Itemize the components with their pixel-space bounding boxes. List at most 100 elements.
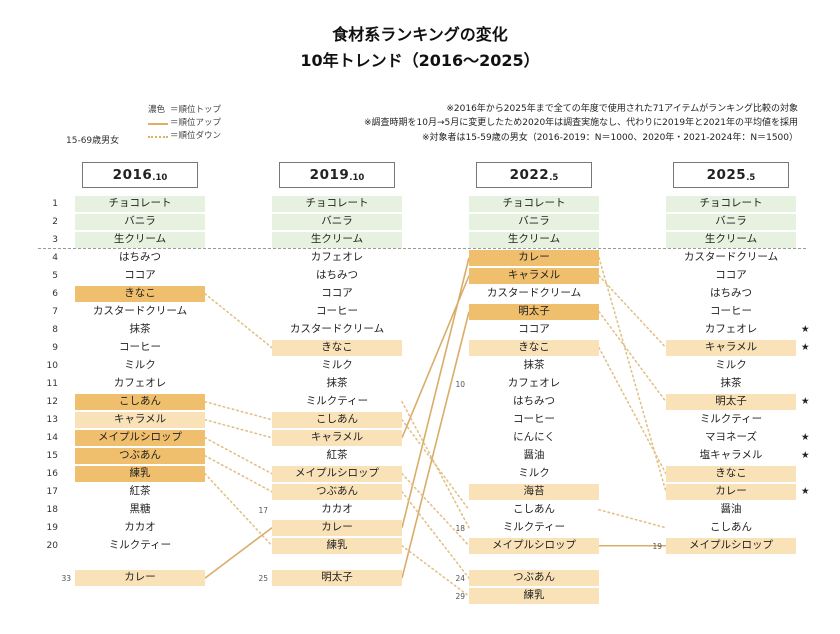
rank-cell: ミルクティー [502, 521, 566, 533]
rank-cell: つぶあん [469, 570, 599, 586]
title-line-1: 食材系ランキングの変化 [332, 25, 508, 44]
rank-cell: はちみつ [119, 251, 161, 263]
rank-cell: バニラ [666, 214, 796, 230]
rank-cell: 海苔 [469, 484, 599, 500]
actual-rank-label: 29 [455, 592, 465, 602]
rank-number-10: 10 [46, 361, 58, 371]
rank-cell: コーヒー [513, 413, 555, 425]
rank-cell: ココア [715, 269, 747, 281]
rank-number-6: 6 [52, 289, 58, 299]
rank-cell: メイプルシロップ [75, 430, 205, 446]
legend-dark-text: ＝順位トップ [170, 105, 222, 115]
rank-cell: ミルク [124, 359, 156, 371]
rank-cell: カフェオレ [310, 251, 364, 263]
header-year: 2016 [112, 167, 153, 183]
rank-cell: きなこ [666, 466, 796, 482]
rank-cell: チョコレート [272, 196, 402, 212]
rank-cell: カスタードクリーム [683, 251, 779, 263]
rank-cell: メイプルシロップ [272, 466, 402, 482]
connector-dotted [401, 418, 470, 511]
connector-dotted [401, 544, 470, 597]
rank-cell: 練乳 [272, 538, 402, 554]
rank-cell: こしあん [75, 394, 205, 410]
legend-rank-down: ＝順位ダウン [148, 130, 221, 143]
rank-cell: ミルクティー [699, 413, 763, 425]
rank-cell: こしあん [710, 521, 752, 533]
legend-dark-word: 濃色 [148, 105, 166, 115]
rank-number-16: 16 [46, 469, 58, 479]
connector-dotted [598, 256, 667, 493]
footnote-1: ※2016年から2025年まで全ての年度で使用された71アイテムがランキング比較… [446, 104, 798, 114]
rank-cell: 醤油 [720, 503, 742, 515]
rank-number-1: 1 [52, 199, 58, 209]
header-month: .5 [746, 173, 756, 183]
rank-cell: キャラメル [272, 430, 402, 446]
connector-dotted [204, 418, 273, 439]
dotted-line-icon [148, 135, 168, 138]
rank-cell: メイプルシロップ [469, 538, 599, 554]
rank-cell: チョコレート [75, 196, 205, 212]
rank-cell: カレー [75, 570, 205, 586]
rank-number-13: 13 [46, 415, 58, 425]
rank-cell: ココア [518, 323, 550, 335]
rank-cell: はちみつ [316, 269, 358, 281]
star-icon: ★ [801, 432, 810, 443]
rank-cell: チョコレート [469, 196, 599, 212]
header-year: 2025 [706, 167, 747, 183]
rank-number-17: 17 [46, 487, 58, 497]
rank-cell: ミルク [321, 359, 353, 371]
rank-cell: きなこ [469, 340, 599, 356]
rank-cell: 練乳 [469, 588, 599, 604]
rank-cell: 生クリーム [272, 232, 402, 248]
rank-cell: カレー [469, 250, 599, 266]
legend-top-rank: 濃色 ＝順位トップ [148, 104, 221, 117]
rank-cell: コーヒー [119, 341, 161, 353]
rank-cell: つぶあん [272, 484, 402, 500]
rank-cell: バニラ [75, 214, 205, 230]
rank-cell: はちみつ [710, 287, 752, 299]
connector-dotted [598, 274, 667, 349]
rank-number-4: 4 [52, 253, 58, 263]
column-header-2019: 2019.10 [279, 162, 395, 188]
rank-number-12: 12 [46, 397, 58, 407]
rank-cell: 生クリーム [666, 232, 796, 248]
rank-cell: 明太子 [666, 394, 796, 410]
rank-cell: つぶあん [75, 448, 205, 464]
actual-rank-label: 10 [455, 380, 465, 389]
rank-number-20: 20 [46, 541, 58, 551]
rank-cell: カカオ [124, 521, 156, 533]
rank-cell: ミルク [518, 467, 550, 479]
connector-solid [204, 527, 273, 579]
connector-dotted [204, 472, 273, 547]
connector-dotted [598, 346, 667, 475]
header-year: 2022 [509, 167, 550, 183]
title-line-2: 10年トレンド（2016〜2025） [300, 50, 540, 70]
rank-cell: 生クリーム [75, 232, 205, 248]
rank-cell: 塩キャラメル [699, 449, 763, 461]
rank-number-5: 5 [52, 271, 58, 281]
actual-rank-label: 18 [455, 524, 465, 533]
rank-cell: カレー [666, 484, 796, 500]
rank-cell: ミルクティー [108, 539, 172, 551]
legend-rank-up: ＝順位アップ [148, 117, 221, 130]
rank-cell: カフェオレ [704, 323, 758, 335]
header-month: .5 [549, 173, 559, 183]
rank-cell: 明太子 [272, 570, 402, 586]
rank-cell: 抹茶 [129, 323, 151, 335]
rank-cell: 紅茶 [326, 449, 348, 461]
rank-cell: こしあん [513, 503, 555, 515]
rank-number-18: 18 [46, 505, 58, 515]
rank-cell: カレー [272, 520, 402, 536]
rank-cell: チョコレート [666, 196, 796, 212]
star-icon: ★ [801, 486, 810, 497]
rank-cell: カフェオレ [507, 377, 561, 389]
star-icon: ★ [801, 324, 810, 335]
connector-solid [401, 257, 470, 528]
rank-cell: バニラ [272, 214, 402, 230]
column-header-2016: 2016.10 [82, 162, 198, 188]
connector-dotted [598, 508, 667, 529]
rank-cell: 黒糖 [129, 503, 151, 515]
rank-cell: 生クリーム [469, 232, 599, 248]
rank-cell: カカオ [321, 503, 353, 515]
